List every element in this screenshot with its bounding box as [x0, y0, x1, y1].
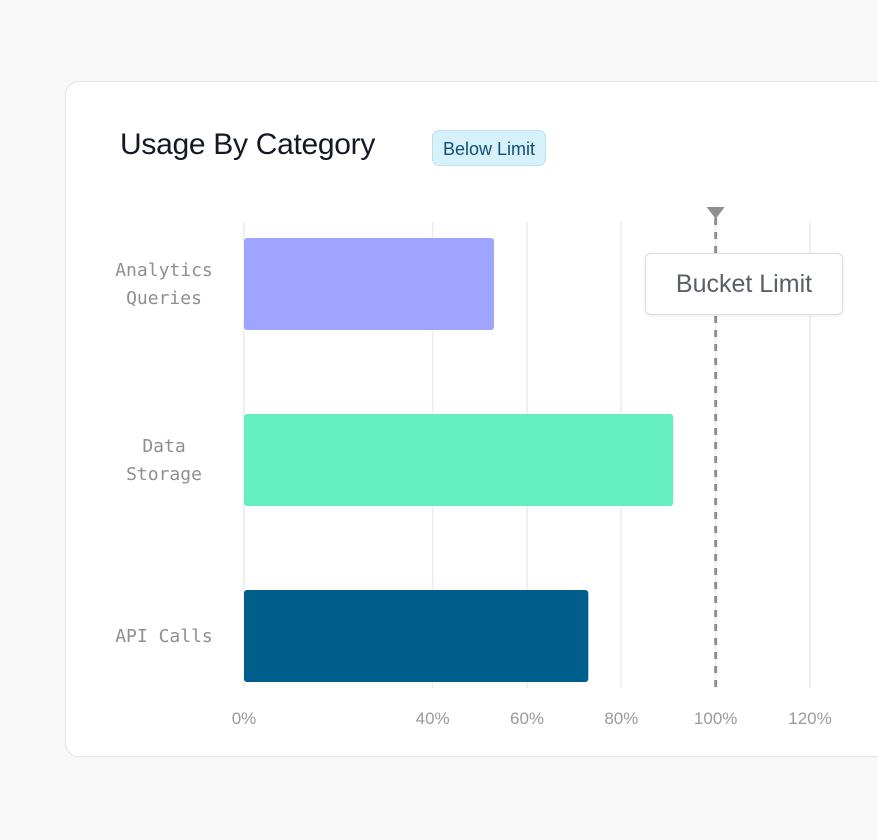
chart-title: Usage By Category	[120, 128, 376, 161]
bucket-limit-tooltip: Bucket Limit	[645, 253, 843, 315]
bar-0	[244, 238, 494, 330]
category-label: Analytics Queries	[115, 260, 213, 309]
x-tick-label: 40%	[416, 709, 450, 728]
category-label: API Calls	[115, 626, 213, 647]
bar-1	[244, 414, 674, 506]
x-tick-label: 60%	[510, 709, 544, 728]
bar-2	[244, 590, 589, 682]
x-tick-label: 80%	[604, 709, 638, 728]
category-label: Data Storage	[126, 436, 202, 485]
reference-marker	[706, 207, 725, 219]
x-tick-label: 120%	[788, 709, 831, 728]
x-tick-label: 0%	[232, 709, 257, 728]
x-tick-label: 100%	[694, 709, 737, 728]
status-badge: Below Limit	[432, 130, 547, 166]
